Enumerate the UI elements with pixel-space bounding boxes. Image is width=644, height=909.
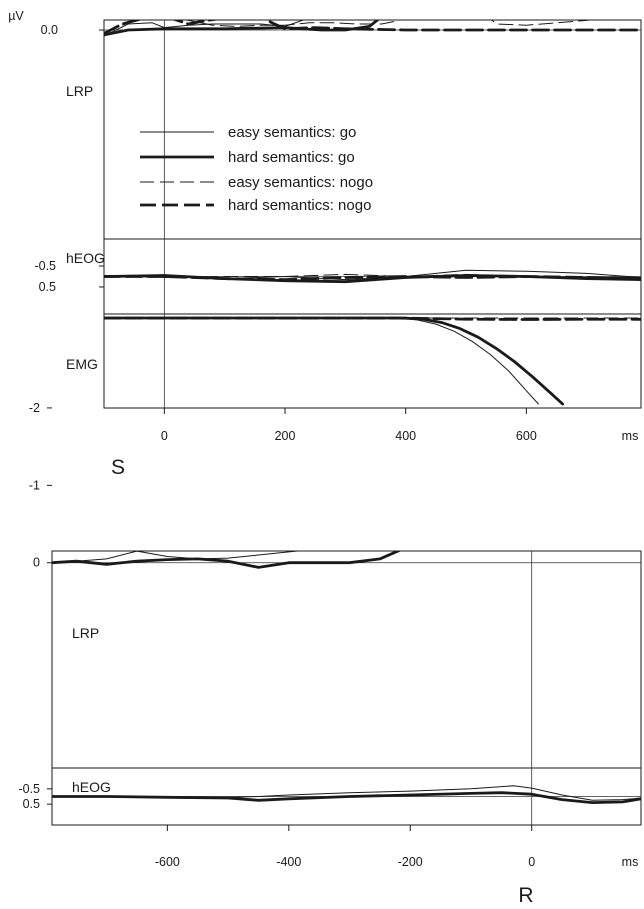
series-line-easy-semantics-nogo (104, 20, 592, 33)
x-unit-label: ms (622, 429, 639, 443)
lrp-panel: 0 -1 -2 LRP (29, 401, 642, 769)
panel-label: LRP (66, 83, 93, 99)
y-tick-label: 0.5 (23, 797, 40, 811)
y-tick-label: -1 (29, 478, 40, 492)
series-line-hard-semantics-go (104, 20, 380, 37)
series-line-hard-semantics-nogo (104, 316, 641, 321)
heog-panel: 0.5 -0.5 hEOG (34, 238, 642, 315)
panel-frame (103, 313, 642, 409)
x-tick-label: 400 (395, 429, 416, 443)
legend-entry: easy semantics: go (228, 124, 356, 141)
series-line-hard-semantics-go (104, 316, 564, 406)
y-tick-label: 0.0 (41, 23, 58, 37)
x-tick-label: 0 (161, 429, 168, 443)
x-tick-label: 0 (528, 855, 535, 869)
series-line-hard-semantics-nogo (104, 20, 641, 35)
series-line-hard-semantics-nogo (104, 275, 641, 281)
series-group (104, 269, 641, 284)
x-tick-label: 600 (516, 429, 537, 443)
response-locked-chart: 0 -1 -2 LRP 0.5-0.5 hEOG -600 -400 -200 0 ms R (18, 401, 642, 907)
x-tick-label: -400 (276, 855, 301, 869)
legend-entry: hard semantics: go (228, 149, 355, 166)
series-line-easy-semantics-go (52, 551, 303, 564)
panel-label: LRP (72, 625, 99, 641)
panel-frame (51, 550, 642, 769)
y-tick-label: 0.5 (39, 280, 56, 294)
heog-panel: 0.5-0.5 hEOG (18, 767, 642, 826)
series-group (104, 316, 641, 406)
series-line-hard-semantics-go (52, 791, 641, 804)
emg-panel: EMG (66, 313, 642, 409)
x-tick-label: 200 (275, 429, 296, 443)
x-unit-label: ms (622, 855, 639, 869)
panel-label: EMG (66, 356, 98, 372)
panel-label: hEOG (66, 250, 105, 266)
panel-label: hEOG (72, 779, 111, 795)
y-tick-label: 0 (33, 556, 40, 570)
y-tick-label: -2 (29, 401, 40, 415)
event-label: R (518, 884, 533, 907)
x-tick-label: -600 (155, 855, 180, 869)
series-line-hard-semantics-go (52, 551, 402, 569)
series-group (52, 551, 402, 569)
stimulus-locked-chart: 0.0-0.5-1.0-1.5LRP0.5-0.5hEOGEMG02004006… (8, 9, 642, 479)
series-group (52, 785, 641, 804)
legend-entry: hard semantics: nogo (228, 197, 371, 214)
y-tick-label: -0.5 (18, 782, 40, 796)
y-tick-label: -0.5 (34, 259, 56, 273)
series-line-easy-semantics-go (104, 20, 305, 37)
y-unit-label: µV (8, 9, 24, 23)
legend-entry: easy semantics: nogo (228, 174, 373, 191)
legend: easy semantics: go hard semantics: go easy… (140, 124, 373, 214)
event-label: S (111, 456, 125, 479)
x-tick-label: -200 (398, 855, 423, 869)
series-line-easy-semantics-go (104, 317, 539, 405)
series-group (104, 20, 641, 37)
